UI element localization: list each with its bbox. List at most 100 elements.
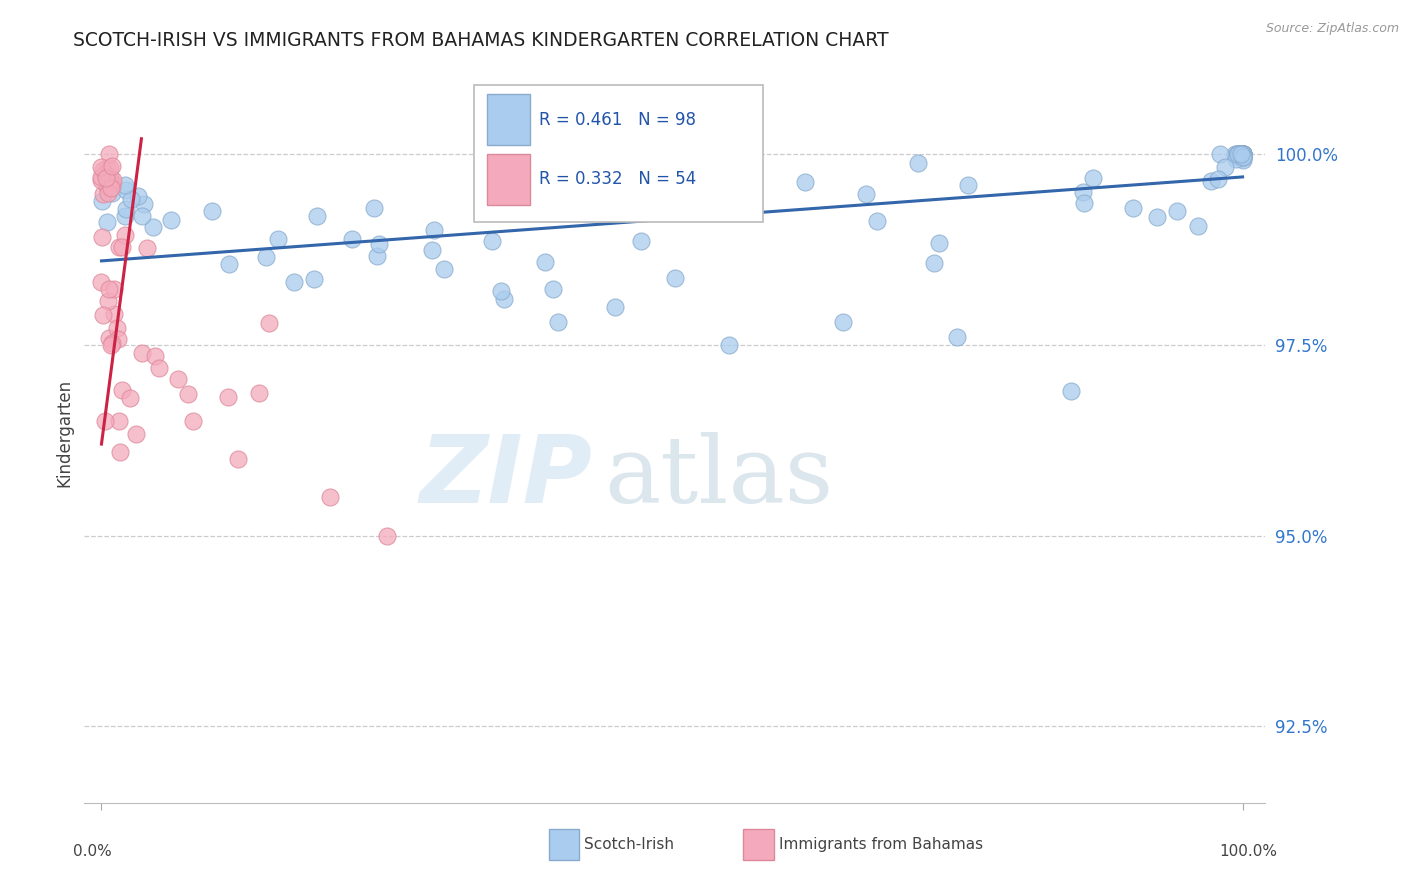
Point (143, 349, 166, 363)
Point (167, 372, 190, 386)
Point (1229, 148, 1251, 162)
Point (1230, 147, 1253, 161)
Point (159, 213, 181, 227)
Point (105, 321, 128, 335)
Point (307, 210, 329, 224)
Point (1230, 150, 1253, 164)
Point (135, 240, 157, 254)
FancyBboxPatch shape (744, 829, 775, 860)
Point (866, 214, 889, 228)
Point (127, 189, 149, 203)
Point (541, 282, 564, 296)
Text: Immigrants from Bahamas: Immigrants from Bahamas (779, 837, 983, 852)
Point (367, 237, 389, 252)
Point (1223, 147, 1246, 161)
Point (1230, 147, 1253, 161)
Point (928, 236, 950, 251)
Point (1226, 147, 1249, 161)
Point (1166, 203, 1188, 218)
Point (257, 317, 280, 331)
Point (1227, 147, 1250, 161)
Point (90, 173, 112, 187)
FancyBboxPatch shape (474, 85, 763, 221)
Point (114, 183, 136, 197)
Point (1232, 147, 1254, 161)
Point (1229, 148, 1251, 162)
Point (1226, 147, 1249, 161)
Point (97, 147, 120, 161)
Point (855, 186, 877, 201)
Point (96, 178, 118, 193)
Point (94, 167, 117, 181)
Point (91, 308, 114, 322)
Point (422, 223, 444, 237)
Point (1232, 148, 1254, 162)
Point (304, 271, 326, 285)
Point (1081, 171, 1104, 186)
Point (1232, 147, 1254, 161)
Point (1208, 147, 1230, 161)
Point (1225, 147, 1247, 161)
Point (101, 159, 124, 173)
Point (1232, 150, 1254, 164)
Point (1229, 147, 1251, 161)
Point (114, 202, 136, 217)
Point (97, 293, 120, 308)
Point (120, 192, 142, 206)
Point (433, 261, 456, 276)
Point (366, 249, 388, 263)
Point (118, 391, 141, 405)
Point (97, 186, 120, 200)
Point (177, 387, 200, 401)
Point (363, 201, 385, 215)
Point (793, 175, 815, 189)
Point (148, 360, 170, 375)
Point (420, 243, 443, 257)
Point (1232, 153, 1254, 167)
Point (1073, 195, 1095, 210)
Point (110, 383, 132, 397)
FancyBboxPatch shape (486, 153, 530, 204)
Point (1071, 185, 1094, 199)
Point (217, 390, 239, 404)
Point (94, 414, 117, 428)
Point (100, 174, 122, 188)
Point (1232, 147, 1254, 161)
Point (1230, 147, 1253, 161)
Point (547, 315, 569, 329)
Point (97, 331, 120, 345)
Point (114, 210, 136, 224)
Point (956, 178, 979, 193)
Point (1208, 171, 1230, 186)
Text: R = 0.461   N = 98: R = 0.461 N = 98 (538, 111, 696, 128)
Point (101, 173, 124, 187)
Point (91, 162, 114, 177)
Point (907, 155, 929, 169)
Text: atlas: atlas (605, 432, 834, 522)
Point (1230, 147, 1253, 161)
Point (340, 232, 363, 246)
Point (664, 270, 686, 285)
Point (1122, 201, 1144, 215)
Point (494, 292, 516, 306)
Point (1146, 210, 1168, 224)
Point (1199, 174, 1222, 188)
Point (718, 338, 741, 352)
Point (1232, 151, 1254, 165)
FancyBboxPatch shape (486, 95, 530, 145)
Point (489, 285, 512, 299)
Point (946, 330, 969, 344)
Point (1226, 149, 1249, 163)
Point (103, 282, 125, 296)
Text: 100.0%: 100.0% (1219, 844, 1277, 858)
Point (142, 219, 165, 234)
Point (1232, 148, 1254, 162)
Text: ZIP: ZIP (419, 431, 592, 523)
Point (93, 187, 115, 202)
Text: 0.0%: 0.0% (73, 844, 111, 858)
Point (832, 315, 855, 329)
Point (1230, 147, 1253, 161)
Point (1060, 384, 1083, 398)
Point (201, 204, 224, 219)
Point (98, 169, 121, 184)
